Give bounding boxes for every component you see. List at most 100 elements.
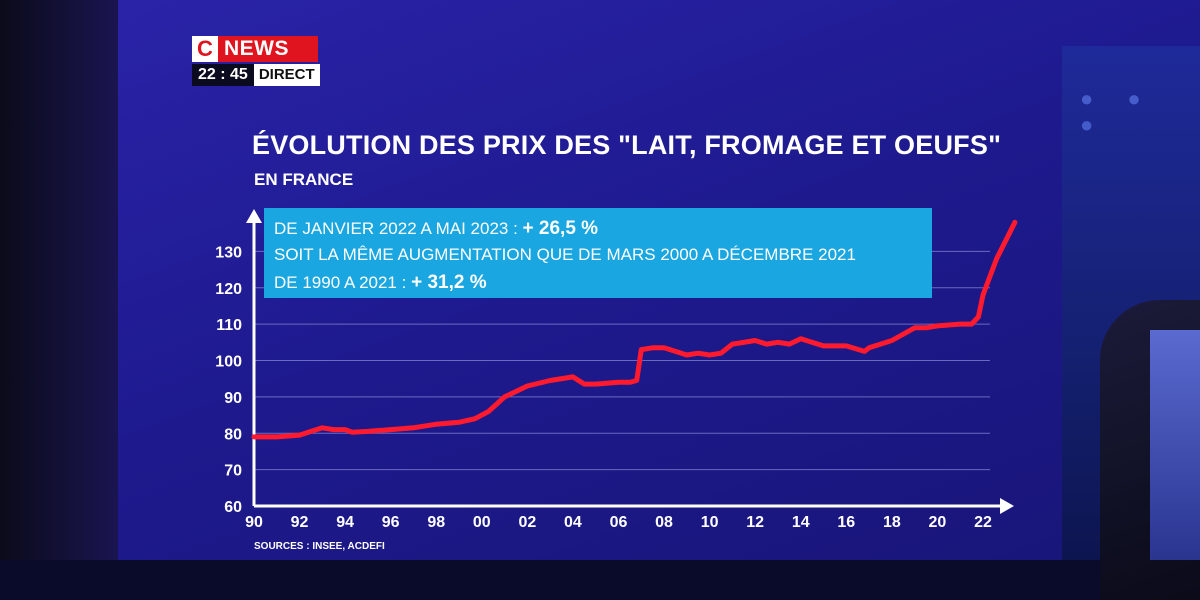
cnews-logo: C NEWS [192,36,318,62]
clock-time: 22 : 45 [192,64,254,86]
x-tick-label: 90 [245,514,263,531]
logo-news: NEWS [224,37,289,60]
data-point [367,430,369,433]
y-tick-label: 100 [215,354,242,371]
data-point [863,350,866,353]
data-point [310,430,312,433]
data-point [474,417,476,420]
data-point [970,323,973,325]
data-point [708,354,711,356]
chart-subtitle: EN FRANCE [254,170,354,189]
data-point [731,343,734,345]
data-point [788,343,791,345]
data-point [868,347,870,349]
annotation-line-2: SOIT LA MÊME AUGMENTATION QUE DE MARS 20… [274,245,856,264]
y-tick-label: 60 [224,499,242,516]
logo-c: C [192,36,218,62]
y-tick-label: 110 [216,317,242,334]
x-tick-label: 14 [792,514,810,531]
annotation-line-3: DE 1990 A 2021 : + 31,2 % [274,272,487,294]
y-tick-label: 70 [224,463,242,480]
y-tick-label: 120 [215,281,242,298]
tv-bezel [0,0,118,560]
x-tick-label: 22 [974,514,992,531]
data-point [754,339,756,342]
data-point [389,428,392,431]
annotation-line-1: DE JANVIER 2022 A MAI 2023 : + 26,5 % [274,218,598,240]
y-tick-label: 90 [224,390,242,407]
data-point [674,350,677,353]
data-point [1005,239,1007,242]
data-point [982,294,984,296]
x-tick-label: 16 [837,514,855,531]
data-point [526,385,529,387]
x-tick-label: 08 [655,514,673,531]
data-point [686,354,688,356]
x-tick-label: 02 [518,514,536,531]
annotation-line-3-value: + 31,2 % [411,272,487,293]
live-badge: DIRECT [253,64,320,86]
data-point [332,428,335,431]
line-chart: 60 70 80 90 100 110 120 130 90 92 94 96 98 00 02 04 06 08… [215,209,1018,531]
data-point [720,352,722,355]
data-point [253,436,255,438]
x-tick-label: 92 [291,514,309,531]
chart-title: ÉVOLUTION DES PRIX DES "LAIT, FROMAGE ET… [252,130,1002,160]
y-tick-label: 130 [215,244,242,261]
x-tick-label: 00 [473,514,491,531]
data-point [777,341,779,344]
data-point [572,376,574,378]
data-point [891,339,893,342]
data-point [913,327,916,329]
data-point [697,352,699,355]
data-point [936,325,939,327]
chart-source: SOURCES : INSEE, ACDEFI [254,541,385,552]
x-tick-label: 94 [336,514,354,531]
x-axis-arrow [1000,498,1014,514]
broadcast-clock: 22 : 45 DIRECT [192,64,320,86]
studio-lights: ● ● ● [1080,86,1155,137]
x-tick-label: 98 [427,514,445,531]
data-point [435,423,438,426]
data-point [959,323,961,325]
data-point [635,379,638,382]
data-point [487,410,490,413]
data-point [1014,221,1016,224]
data-point [617,381,620,384]
data-point [765,343,768,345]
data-point [845,345,848,347]
annotation-line-3-text: DE 1990 A 2021 : [274,273,407,292]
data-point [822,345,825,347]
x-tick-label: 12 [746,514,764,531]
data-point [594,383,597,385]
data-point [344,428,346,431]
data-point [995,257,998,260]
y-tick-label: 80 [224,426,242,443]
x-tick-label: 10 [701,514,719,531]
data-point [629,381,631,384]
x-tick-label: 20 [929,514,947,531]
data-point [503,396,506,398]
x-tick-label: 04 [564,514,582,531]
x-tick-label: 96 [382,514,400,531]
presenter-shirt [1150,330,1200,560]
data-point [977,316,980,318]
data-point [989,276,991,278]
data-point [321,427,324,429]
data-point [651,347,654,349]
price-index-line [251,219,1018,440]
data-point [925,327,927,329]
annotation-line-1-text: DE JANVIER 2022 A MAI 2023 : [274,219,518,238]
annotation-box: DE JANVIER 2022 A MAI 2023 : + 26,5 % SO… [264,208,932,298]
x-tick-label: 06 [610,514,628,531]
x-tick-label: 18 [883,514,901,531]
data-point [412,427,415,429]
data-point [458,421,460,424]
data-point [549,379,551,382]
data-point [800,337,802,340]
data-point [640,348,643,351]
data-point [663,347,665,349]
annotation-line-1-value: + 26,5 % [522,218,599,239]
data-point [583,383,586,385]
data-point [351,431,353,434]
